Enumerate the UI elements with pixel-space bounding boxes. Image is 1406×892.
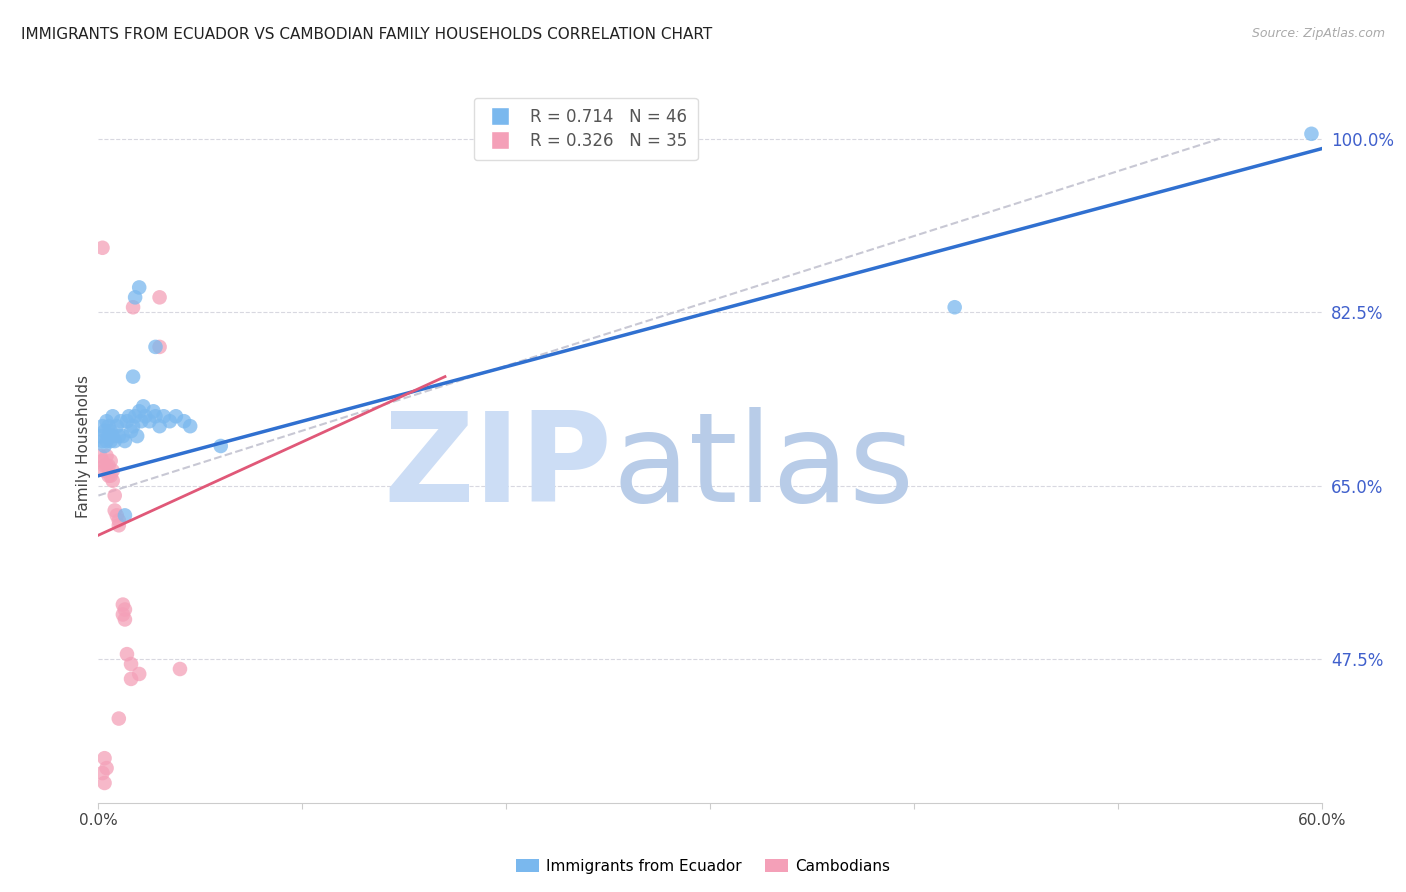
Point [129,414,152,428]
Point [91,434,114,448]
Point [127,429,149,443]
Point [93,439,115,453]
Point [91,454,114,468]
Point [104,489,127,503]
Point [142,404,165,418]
Point [97,429,120,443]
Point [108,518,131,533]
Point [96,761,118,775]
Point [124,290,146,304]
Point [114,602,136,616]
Point [91,419,114,434]
Point [149,340,172,354]
Legend: Immigrants from Ecuador, Cambodians: Immigrants from Ecuador, Cambodians [509,853,897,880]
Point [101,429,124,443]
Point [101,474,124,488]
Point [105,419,128,434]
Point [128,404,150,418]
Legend: R = 0.714   N = 46, R = 0.326   N = 35: R = 0.714 N = 46, R = 0.326 N = 35 [474,97,697,161]
Point [101,409,124,424]
Point [114,508,136,523]
Point [159,414,181,428]
Point [89,429,111,443]
Point [943,300,966,314]
Point [1301,127,1323,141]
Point [111,429,134,443]
Point [134,409,156,424]
Point [145,340,167,354]
Point [124,409,146,424]
Point [122,369,145,384]
Point [91,766,114,780]
Point [122,419,145,434]
Point [118,409,141,424]
Point [169,662,191,676]
Point [104,434,127,448]
Point [114,612,136,626]
Point [145,409,167,424]
Point [165,409,187,424]
Point [96,434,118,448]
Point [149,419,172,434]
Point [209,439,232,453]
Point [97,468,120,483]
Point [96,449,118,463]
Point [100,468,122,483]
Text: atlas: atlas [612,407,914,528]
Point [128,667,150,681]
Point [114,434,136,448]
Point [96,414,118,428]
Text: Source: ZipAtlas.com: Source: ZipAtlas.com [1251,27,1385,40]
Point [100,454,122,468]
Point [97,458,120,473]
Point [120,672,142,686]
Point [149,290,172,304]
Point [93,424,115,438]
Point [128,280,150,294]
Point [108,712,131,726]
Point [97,419,120,434]
Point [89,449,111,463]
Point [115,414,138,428]
Point [111,607,134,622]
Point [93,776,115,790]
Point [104,503,127,517]
Point [105,508,128,523]
Point [93,464,115,478]
Point [115,647,138,661]
Text: IMMIGRANTS FROM ECUADOR VS CAMBODIAN FAMILY HOUSEHOLDS CORRELATION CHART: IMMIGRANTS FROM ECUADOR VS CAMBODIAN FAM… [21,27,713,42]
Point [152,409,174,424]
Point [179,419,201,434]
Point [111,598,134,612]
Point [110,414,132,428]
Point [101,464,124,478]
Point [108,429,131,443]
Point [91,241,114,255]
Y-axis label: Family Households: Family Households [76,375,91,517]
Point [93,751,115,765]
Point [100,434,122,448]
Point [108,513,131,527]
Point [93,458,115,473]
Point [96,458,118,473]
Text: ZIP: ZIP [384,407,612,528]
Point [173,414,195,428]
Point [120,424,142,438]
Point [120,657,142,671]
Point [132,400,155,414]
Point [122,300,145,314]
Point [138,414,160,428]
Point [100,424,122,438]
